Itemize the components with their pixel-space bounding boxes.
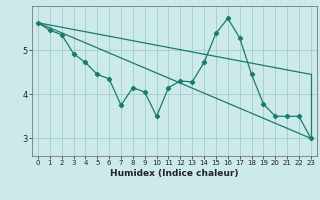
- X-axis label: Humidex (Indice chaleur): Humidex (Indice chaleur): [110, 169, 239, 178]
